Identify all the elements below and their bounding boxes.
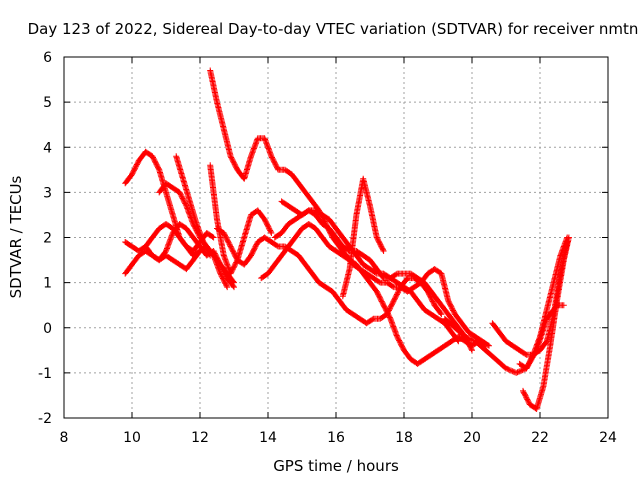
data-point-markers bbox=[142, 243, 203, 273]
x-tick-label: 12 bbox=[191, 430, 209, 446]
data-point-markers bbox=[520, 234, 572, 412]
chart-title: Day 123 of 2022, Sidereal Day-to-day VTE… bbox=[28, 20, 639, 38]
x-tick-label: 16 bbox=[327, 430, 345, 446]
y-tick-label: 2 bbox=[43, 231, 52, 247]
y-tick-label: -1 bbox=[38, 366, 52, 382]
satellite-track-6 bbox=[173, 153, 214, 259]
grid-lines bbox=[64, 57, 608, 418]
y-tick-label: 3 bbox=[43, 185, 52, 201]
data-series bbox=[122, 67, 572, 412]
y-axis-label: SDTVAR / TECUs bbox=[7, 175, 25, 298]
satellite-track-7 bbox=[207, 67, 492, 349]
x-tick-label: 24 bbox=[599, 430, 617, 446]
satellite-track-10 bbox=[258, 221, 489, 367]
y-tick-label: 4 bbox=[43, 140, 52, 156]
y-tick-label: 6 bbox=[43, 50, 52, 66]
x-tick-label: 18 bbox=[395, 430, 413, 446]
data-point-markers bbox=[173, 153, 214, 259]
x-tick-label: 22 bbox=[531, 430, 549, 446]
data-point-markers bbox=[516, 234, 571, 372]
data-point-markers bbox=[207, 162, 275, 277]
satellite-track-17 bbox=[516, 234, 571, 372]
satellite-track-12 bbox=[271, 207, 462, 345]
data-point-markers bbox=[339, 175, 387, 300]
y-tick-label: 5 bbox=[43, 95, 52, 111]
x-tick-label: 10 bbox=[123, 430, 141, 446]
data-point-markers bbox=[258, 221, 489, 367]
data-point-markers bbox=[271, 207, 462, 345]
satellite-track-2 bbox=[122, 221, 217, 254]
data-point-markers bbox=[122, 221, 217, 254]
satellite-track-4 bbox=[142, 243, 203, 273]
satellite-track-8 bbox=[207, 162, 275, 277]
x-axis-label: GPS time / hours bbox=[273, 457, 399, 475]
x-tick-label: 8 bbox=[60, 430, 69, 446]
satellite-track-13 bbox=[339, 175, 387, 300]
x-tick-label: 20 bbox=[463, 430, 481, 446]
y-tick-label: 0 bbox=[43, 321, 52, 337]
data-point-markers bbox=[207, 67, 492, 349]
y-tick-label: -2 bbox=[38, 411, 52, 427]
y-tick-label: 1 bbox=[43, 276, 52, 292]
x-tick-label: 14 bbox=[259, 430, 277, 446]
satellite-track-16 bbox=[520, 234, 572, 412]
